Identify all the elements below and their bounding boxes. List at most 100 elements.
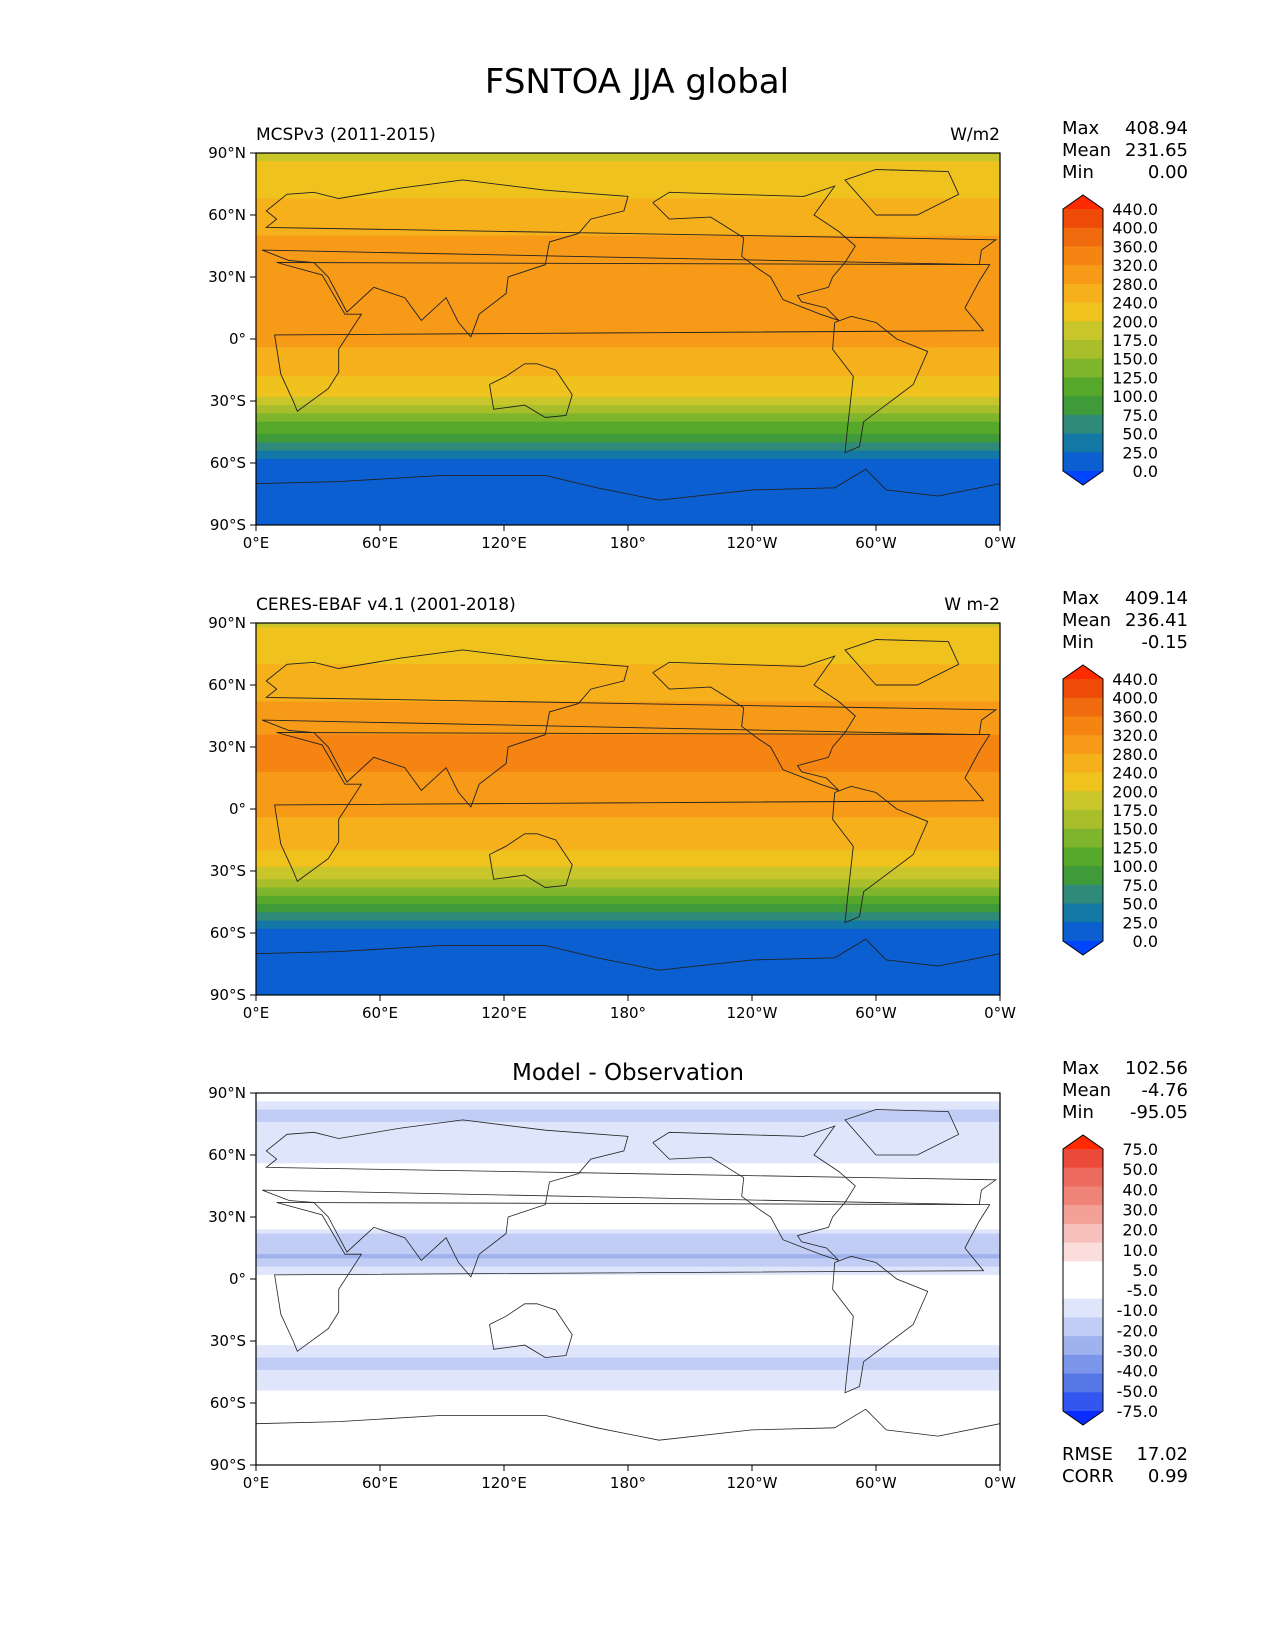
colorbar-segment [1063, 847, 1103, 867]
colorbar-tick-label: 240.0 [1112, 294, 1158, 313]
colorbar-segment [1063, 246, 1103, 266]
zonal-band [256, 219, 1000, 224]
zonal-band [256, 438, 1000, 443]
zonal-band [256, 314, 1000, 319]
zonal-band [256, 775, 1000, 781]
difference-panel: Model - Observation 90°N 60°N 30°N 0° 30°S 60… [208, 1058, 1188, 1492]
coastline [652, 1125, 856, 1261]
zonal-band [256, 1312, 1000, 1317]
zonal-band [256, 281, 1000, 286]
zonal-band [256, 986, 1000, 992]
zonal-band [256, 627, 1000, 632]
zonal-band [256, 1444, 1000, 1450]
colorbar-segment [1063, 679, 1103, 699]
metric-corr-value: 0.99 [1148, 1466, 1188, 1487]
lat-tick-label: 30°N [208, 268, 246, 286]
zonal-band [256, 904, 1000, 909]
colorbar-tick-label: 75.0 [1122, 406, 1158, 425]
zonal-band [256, 1163, 1000, 1168]
colorbar-segment [1063, 1280, 1103, 1300]
coastline [844, 169, 960, 216]
colorbar-tick-label: 50.0 [1122, 1160, 1158, 1179]
colorbar-segment [1063, 1392, 1103, 1412]
zonal-band [256, 1105, 1000, 1111]
stat-max-label: Max [1062, 1058, 1100, 1079]
lat-tick-label: 30°N [208, 738, 246, 756]
zonal-band [256, 1374, 1000, 1379]
colorbar-tick-label: 50.0 [1122, 425, 1158, 444]
zonal-band [256, 1382, 1000, 1388]
zonal-band [256, 1233, 1000, 1239]
colorbar-extend-top [1063, 195, 1103, 209]
zonal-band [256, 763, 1000, 769]
map-fill [256, 1093, 1000, 1465]
stat-max-value: 409.14 [1125, 588, 1188, 609]
stats-box: Max 409.14 Mean 236.41 Min -0.15 [1062, 588, 1188, 653]
zonal-band [256, 747, 1000, 752]
zonal-band [256, 742, 1000, 748]
zonal-band [256, 206, 1000, 212]
zonal-band [256, 751, 1000, 756]
lon-tick-label: 0°W [984, 1474, 1016, 1492]
zonal-band [256, 784, 1000, 789]
observation-map: 90°N 60°N 30°N 0° 30°S 60°S 90°S0°E 60°E 120°E 18… [208, 614, 1016, 1022]
zonal-band [256, 887, 1000, 893]
lat-tick-label: 60°S [210, 454, 246, 472]
zonal-band [256, 866, 1000, 872]
lon-tick-label: 0°W [984, 1004, 1016, 1022]
map-fill [256, 153, 1000, 525]
colorbar-tick-label: 175.0 [1112, 801, 1158, 820]
zonal-band [256, 310, 1000, 315]
colorbar-segment [1063, 884, 1103, 904]
colorbar-extend-bottom [1063, 941, 1103, 955]
difference-map: 90°N 60°N 30°N 0° 30°S 60°S 90°S0°E 60°E 120°E 18… [208, 1084, 1016, 1492]
zonal-band [256, 1415, 1000, 1421]
colorbar-segment [1063, 1261, 1103, 1281]
zonal-band [256, 272, 1000, 278]
colorbar-segment [1063, 433, 1103, 453]
colorbar-tick-label: 280.0 [1112, 275, 1158, 294]
colorbar-tick-label: 125.0 [1112, 368, 1158, 387]
coastline [489, 363, 573, 418]
zonal-band [256, 796, 1000, 802]
units-label: W m-2 [944, 595, 1000, 615]
zonal-band [256, 933, 1000, 938]
zonal-band [256, 202, 1000, 208]
zonal-band [256, 804, 1000, 810]
zonal-band [256, 301, 1000, 307]
zonal-band [256, 858, 1000, 864]
lon-tick-label: 0°E [243, 1004, 270, 1022]
zonal-band [256, 1436, 1000, 1441]
zonal-band [256, 1196, 1000, 1202]
zonal-band [256, 512, 1000, 518]
metric-rmse-value: 17.02 [1136, 1444, 1188, 1465]
metrics-box: RMSE 17.02 CORR 0.99 [1062, 1444, 1188, 1487]
colorbar-segment [1063, 1223, 1103, 1243]
zonal-band [256, 1353, 1000, 1359]
zonal-band [256, 285, 1000, 290]
zonal-band [256, 883, 1000, 889]
zonal-band [256, 1448, 1000, 1454]
lat-tick-label: 60°S [210, 924, 246, 942]
coastline [256, 1408, 1000, 1465]
coastline [262, 649, 998, 808]
colorbar-tick-label: 150.0 [1112, 350, 1158, 369]
colorbar-tick-label: 75.0 [1122, 1140, 1158, 1159]
zonal-band [256, 850, 1000, 856]
zonal-band [256, 363, 1000, 369]
colorbar-tick-label: -75.0 [1117, 1402, 1158, 1421]
lon-tick-label: 60°E [362, 1004, 398, 1022]
zonal-band [256, 1349, 1000, 1354]
zonal-band [256, 425, 1000, 431]
zonal-band [256, 693, 1000, 698]
colorbar-tick-label: 440.0 [1112, 200, 1158, 219]
zonal-band [256, 891, 1000, 897]
zonal-band [256, 243, 1000, 249]
lon-tick-label: 60°E [362, 1474, 398, 1492]
zonal-band [256, 1324, 1000, 1330]
zonal-band [256, 1192, 1000, 1197]
zonal-band [256, 421, 1000, 427]
colorbar-segment [1063, 1186, 1103, 1206]
coastline [262, 179, 998, 338]
zonal-band [256, 697, 1000, 703]
